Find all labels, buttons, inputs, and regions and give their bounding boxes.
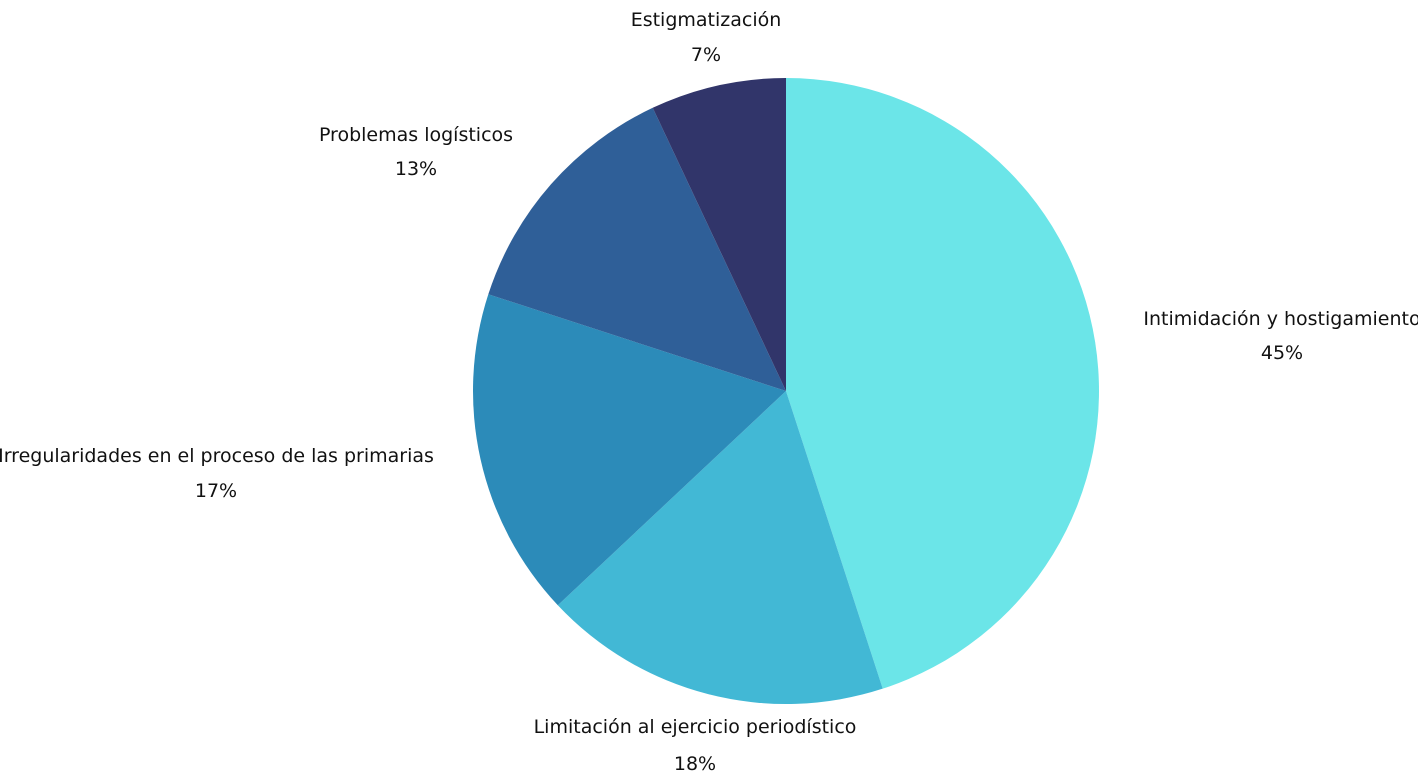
- pie-slice-5: [652, 78, 786, 391]
- slice-label-group-3: Irregularidades en el proceso de las pri…: [0, 445, 434, 502]
- slice-label-group-4: Problemas logísticos 13%: [319, 124, 513, 180]
- slice-category-label: Problemas logísticos: [319, 124, 513, 146]
- slice-category-label: Estigmatización: [631, 9, 782, 31]
- slice-percent-label: 18%: [674, 753, 716, 775]
- pie-slice-1: [786, 78, 1099, 689]
- slice-category-label: Limitación al ejercicio periodístico: [534, 716, 857, 738]
- pie-slice-2: [557, 391, 883, 704]
- slice-percent-label: 13%: [395, 158, 437, 180]
- slice-percent-label: 7%: [691, 44, 721, 66]
- slice-percent-label: 17%: [195, 480, 237, 502]
- slice-category-label: Irregularidades en el proceso de las pri…: [0, 445, 434, 467]
- slice-label-group-2: Limitación al ejercicio periodístico 18%: [534, 716, 857, 775]
- pie-labels: Intimidación y hostigamiento 45% Limitació…: [0, 9, 1418, 775]
- slice-label-group-1: Intimidación y hostigamiento 45%: [1143, 308, 1418, 364]
- pie-slices: [473, 78, 1099, 704]
- slice-label-group-5: Estigmatización 7%: [631, 9, 782, 66]
- slice-percent-label: 45%: [1261, 342, 1303, 364]
- pie-slice-3: [473, 294, 786, 606]
- pie-slice-4: [488, 107, 786, 391]
- slice-category-label: Intimidación y hostigamiento: [1143, 308, 1418, 330]
